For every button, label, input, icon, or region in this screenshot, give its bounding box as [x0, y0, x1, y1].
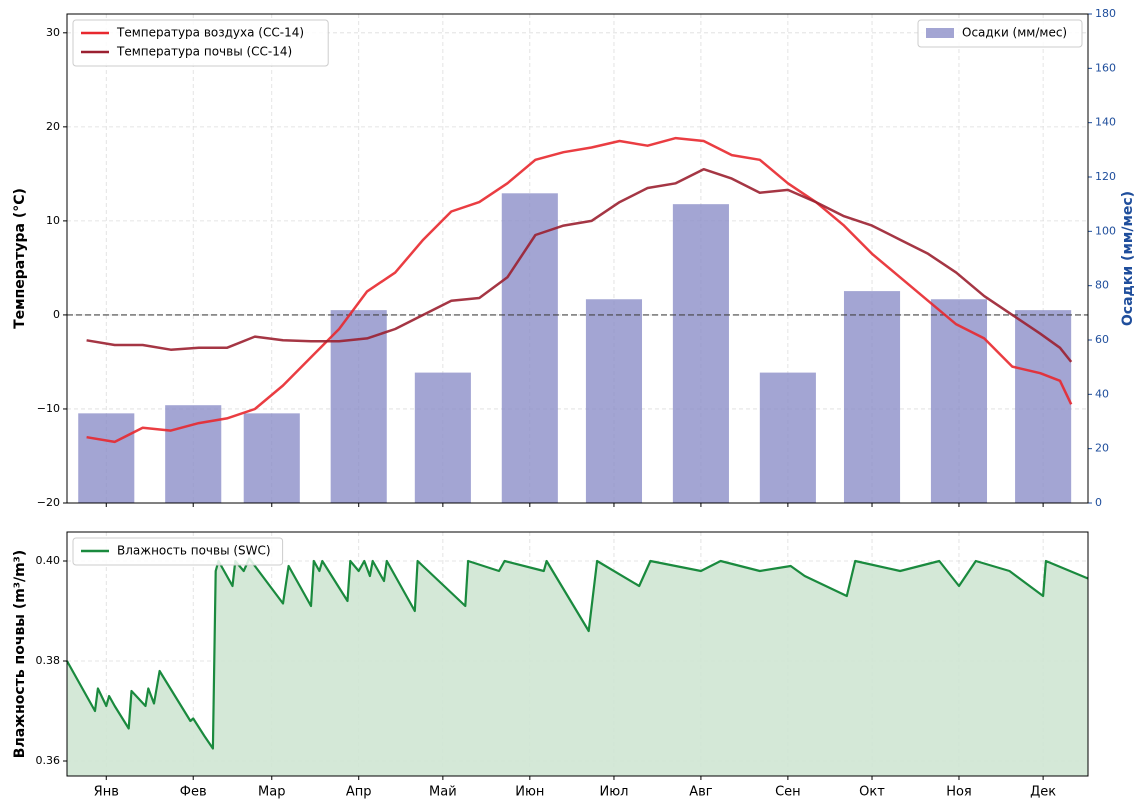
y2-tick-label: 60 [1095, 333, 1109, 346]
legend-label: Температура почвы (СС-14) [116, 45, 292, 59]
legend-box [72, 537, 284, 566]
y2-tick-label: 20 [1095, 442, 1109, 455]
precip-bar [672, 204, 729, 503]
temp-line [86, 136, 1073, 444]
x-tick-label: Июн [515, 785, 544, 799]
precip-bar [414, 372, 471, 503]
y2-axis-label: Осадки (мм/мес) [1120, 191, 1136, 326]
x-tick-label: Дек [1030, 785, 1056, 799]
y2-tick-label: 140 [1095, 116, 1116, 129]
y-tick-label: 0 [53, 308, 60, 321]
frame [66, 13, 1089, 504]
y-tick-label: −10 [37, 402, 60, 415]
y2-tick-label: 80 [1095, 279, 1109, 292]
y-axis-label: Влажность почвы (m³/m³) [12, 550, 28, 758]
y-tick-label: 0.38 [36, 654, 61, 667]
y2-tick-label: 40 [1095, 387, 1109, 400]
y-tick-label: 10 [46, 214, 60, 227]
x-tick-label: Янв [94, 785, 119, 799]
precip-bar [243, 413, 300, 503]
swc-area [67, 558, 1088, 776]
y-tick-label: 0.36 [36, 754, 61, 767]
y2-tick-label: 100 [1095, 224, 1116, 237]
y2-tick-label: 160 [1095, 61, 1116, 74]
temp-line [86, 167, 1073, 363]
x-tick-label: Мар [258, 785, 285, 799]
precip-bar [1015, 310, 1072, 503]
x-tick-label: Фев [180, 785, 207, 799]
x-tick-label: Окт [859, 785, 885, 799]
legend-box [917, 19, 1083, 48]
x-tick-label: Апр [346, 785, 372, 799]
y-tick-label: 20 [46, 120, 60, 133]
y-tick-label: 30 [46, 26, 60, 39]
swc-line [66, 557, 1089, 750]
x-tick-label: Сен [775, 785, 801, 799]
y-tick-label: −20 [37, 496, 60, 509]
legend-label: Осадки (мм/мес) [962, 26, 1067, 40]
precip-bar [585, 299, 643, 503]
x-tick-label: Май [429, 785, 457, 799]
legend-label: Температура воздуха (СС-14) [116, 26, 304, 40]
precip-bar [930, 299, 988, 503]
y2-tick-label: 0 [1095, 496, 1102, 509]
y-tick-label: 0.40 [36, 554, 61, 567]
precip-bar [78, 413, 135, 503]
precip-bar [843, 291, 901, 503]
frame [66, 531, 1089, 777]
legend-label: Влажность почвы (SWC) [117, 544, 271, 558]
x-tick-label: Июл [599, 785, 628, 799]
precip-bar [759, 372, 816, 503]
x-tick-label: Ноя [946, 785, 972, 799]
y2-tick-label: 120 [1095, 170, 1116, 183]
legend-swatch [926, 28, 954, 38]
x-tick-label: Авг [689, 785, 713, 799]
y2-tick-label: 180 [1095, 7, 1116, 20]
legend-box [72, 19, 329, 67]
y-axis-label: Температура (°C) [12, 188, 28, 329]
precip-bar [501, 193, 558, 504]
